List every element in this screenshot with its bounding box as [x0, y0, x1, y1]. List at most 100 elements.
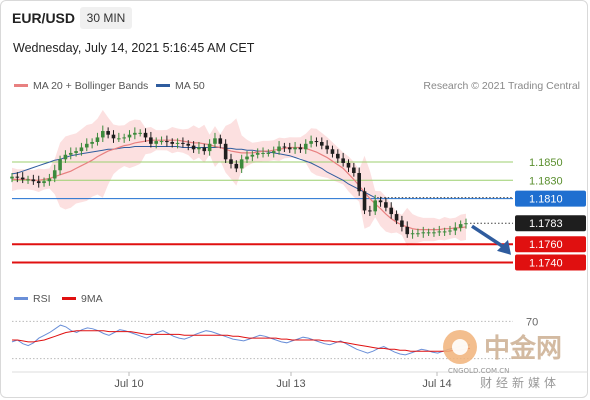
candle-body [416, 233, 420, 235]
watermark-brand: 中金网 [484, 333, 562, 364]
candle-body [181, 142, 185, 144]
candle-body [197, 147, 201, 150]
candle-body [405, 226, 410, 235]
candle-body [218, 138, 223, 144]
candle-body [74, 151, 78, 153]
legend-ma20-label: MA 20 + Bollinger Bands [33, 80, 149, 92]
legend-ma9-label: 9MA [81, 293, 103, 305]
candle-body [79, 147, 84, 152]
candle-body [159, 141, 164, 143]
candle-body [442, 231, 447, 233]
candle-body [410, 233, 415, 235]
candle-body [111, 134, 116, 139]
candle-body [373, 200, 377, 212]
candle-body [36, 181, 41, 184]
candle-body [464, 223, 468, 225]
candle-body [68, 152, 73, 155]
rsi-70-label: 70 [526, 316, 538, 328]
candle-body [175, 142, 180, 144]
candle-body [282, 146, 287, 148]
candle-body [149, 137, 153, 144]
legend-ma9: 9MA [62, 293, 103, 305]
candle-body [437, 231, 442, 233]
candle-body [170, 141, 175, 144]
candle-body [346, 162, 351, 168]
candle-body [319, 141, 324, 146]
candle-body [394, 214, 399, 221]
level-tag-bg [515, 254, 586, 271]
candle-body [63, 154, 68, 160]
forecast-arrow-head [497, 239, 511, 255]
candle-body [287, 147, 292, 150]
level-tag-1.1850: 1.1850 [529, 157, 563, 169]
candle-body [368, 210, 372, 212]
candle-body [298, 147, 303, 150]
legend-ma20: MA 20 + Bollinger Bands [14, 80, 148, 92]
candle-body [202, 147, 207, 152]
rsi-ma9-line [12, 330, 471, 352]
candle-body [95, 137, 100, 142]
candle-body [453, 227, 458, 231]
candle-body [336, 153, 340, 159]
candle-body [42, 181, 46, 184]
candle-body [101, 131, 105, 138]
watermark-tagline: 财经新媒体 [480, 375, 560, 390]
candle-body [239, 159, 244, 169]
rsi-swatch [14, 296, 28, 300]
candle-body [191, 145, 196, 150]
candle-body [458, 224, 463, 228]
legend-ma50: MA 50 [156, 80, 205, 92]
candle-body [15, 176, 20, 178]
candle-body [20, 177, 25, 180]
level-tag-bg [515, 236, 586, 253]
x-tick-label: Jul 13 [276, 378, 305, 390]
candle-body [271, 151, 276, 153]
candle-body [314, 141, 319, 143]
candle-body [186, 143, 191, 146]
candle-body [117, 138, 121, 140]
candle-body [250, 154, 255, 157]
candle-body [384, 202, 388, 208]
level-tag-1.1830: 1.1830 [529, 175, 563, 187]
candle-body [234, 163, 239, 169]
candle-body [352, 167, 356, 174]
timeframe-button[interactable]: 30 MIN [80, 7, 132, 29]
candle-body [31, 179, 36, 182]
candle-body [229, 159, 233, 164]
candle-body [330, 149, 335, 154]
x-tick-label: Jul 10 [114, 378, 143, 390]
candle-body [378, 200, 383, 203]
candle-body [293, 147, 297, 150]
watermark: 中金网 CNGOLD.COM.CN 财经新媒体 [443, 330, 562, 390]
candle-body [266, 152, 271, 154]
candle-body [133, 132, 137, 135]
candle-body [90, 141, 94, 144]
candle-body [10, 176, 14, 179]
ma20-swatch [14, 83, 28, 87]
candle-body [400, 220, 404, 227]
candle-body [255, 152, 260, 155]
ma9-swatch [62, 296, 76, 300]
candle-body [277, 146, 281, 152]
level-tag-1.1810: 1.1810 [529, 194, 563, 206]
x-tick-label: Jul 14 [422, 378, 451, 390]
chart-datetime: Wednesday, July 14, 2021 5:16:45 AM CET [13, 41, 255, 55]
candle-body [362, 191, 367, 211]
candle-body [432, 232, 436, 234]
candle-body [421, 232, 426, 234]
ma20-line [12, 139, 467, 231]
legend-rsi: RSI [14, 293, 51, 305]
candle-body [357, 173, 361, 192]
candle-body [84, 143, 89, 148]
candle-body [341, 158, 345, 163]
bollinger-bands [12, 110, 466, 246]
candle-body [138, 132, 142, 134]
legend-rsi-label: RSI [33, 293, 51, 305]
level-tag-1.1740: 1.1740 [529, 257, 563, 269]
candle-body [143, 132, 148, 138]
level-tag-1.1760: 1.1760 [529, 239, 563, 251]
candle-body [207, 143, 212, 152]
candle-body [47, 178, 52, 182]
